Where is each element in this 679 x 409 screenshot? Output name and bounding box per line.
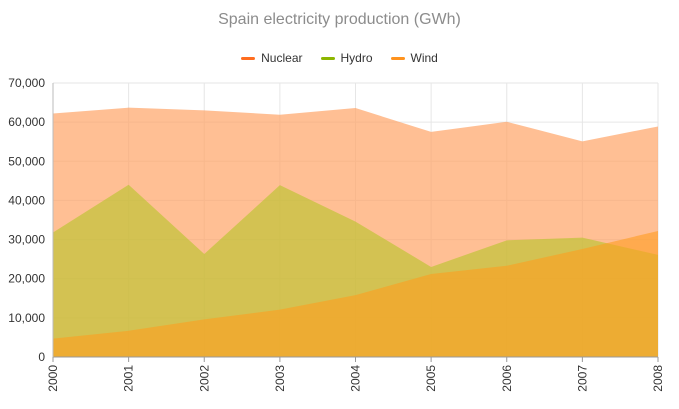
chart-title: Spain electricity production (GWh) <box>218 11 461 28</box>
x-tick-label: 2003 <box>273 365 287 392</box>
x-tick-label: 2008 <box>651 365 665 392</box>
y-tick-label: 10,000 <box>8 311 45 325</box>
legend-swatch <box>241 56 256 60</box>
y-tick-label: 50,000 <box>8 154 45 168</box>
y-tick-label: 20,000 <box>8 272 45 286</box>
legend-item-nuclear[interactable]: Nuclear <box>241 51 303 65</box>
legend-swatch <box>320 56 335 60</box>
y-tick-label: 0 <box>38 350 45 364</box>
y-tick-label: 60,000 <box>8 115 45 129</box>
y-tick-label: 40,000 <box>8 193 45 207</box>
area-wind <box>53 230 658 357</box>
x-tick-label: 2001 <box>122 365 136 392</box>
x-tick-label: 2000 <box>46 365 60 392</box>
legend-item-hydro[interactable]: Hydro <box>320 51 373 65</box>
y-tick-label: 70,000 <box>8 76 45 90</box>
x-tick-label: 2006 <box>500 365 514 392</box>
x-tick-label: 2004 <box>349 365 363 392</box>
legend-label: Nuclear <box>261 51 303 65</box>
legend-label: Hydro <box>340 51 373 65</box>
x-tick-label: 2007 <box>575 365 589 392</box>
legend: Nuclear Hydro Wind <box>0 51 679 65</box>
y-tick-label: 30,000 <box>8 233 45 247</box>
x-tick-label: 2002 <box>197 365 211 392</box>
legend-item-wind[interactable]: Wind <box>390 51 438 65</box>
x-tick-label: 2005 <box>424 365 438 392</box>
legend-label: Wind <box>410 51 438 65</box>
legend-swatch <box>390 56 405 60</box>
